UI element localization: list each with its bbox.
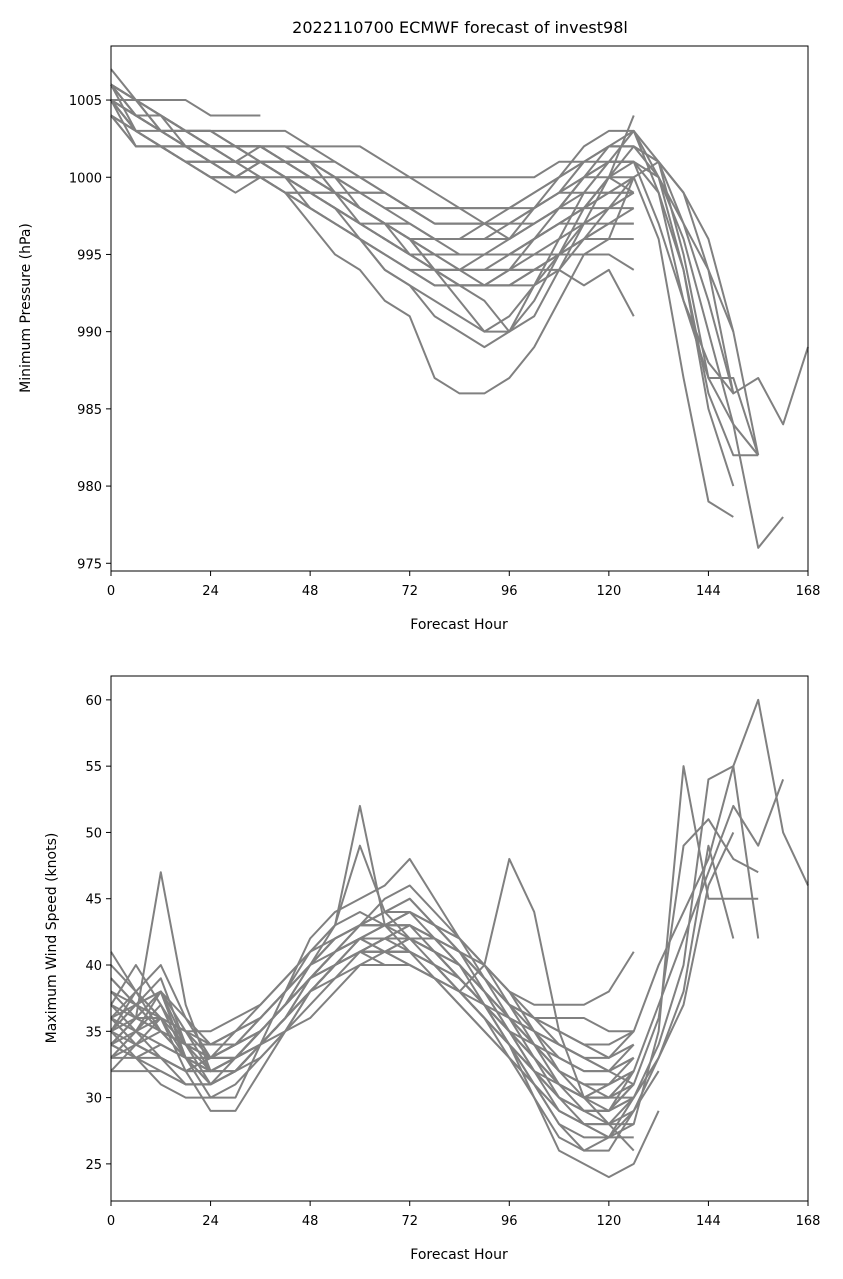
wind-y-ticks: 25 30 35 40 45 50 55 60	[85, 694, 111, 1173]
pressure-y-ticks: 975 980 985 990 995 1000 1005	[69, 94, 111, 572]
wind-panel: 0 24 48 72 96 120 144 168 25 30 35 40 45 50 55 60 Fore…	[44, 675, 821, 1263]
wind-y-axis-label: Maximum Wind Speed (knots)	[44, 833, 60, 1044]
pressure-x-axis-label: Forecast Hour	[410, 617, 508, 633]
wind-y-tick-label: 60	[85, 694, 102, 709]
pressure-series-line	[110, 99, 634, 287]
pressure-y-tick-label: 980	[77, 480, 102, 495]
wind-axes-frame	[110, 675, 809, 1202]
pressure-series-line	[110, 114, 635, 271]
wind-y-tick-label: 30	[85, 1092, 102, 1107]
pressure-x-tick-label: 24	[202, 584, 219, 599]
wind-y-tick-label: 55	[85, 760, 102, 775]
wind-y-tick-label: 45	[85, 893, 102, 908]
wind-x-tick-label: 168	[796, 1214, 821, 1229]
pressure-x-tick-label: 96	[501, 584, 518, 599]
wind-x-axis-label: Forecast Hour	[410, 1247, 508, 1263]
pressure-series-lines	[110, 68, 809, 549]
wind-x-tick-label: 144	[696, 1214, 721, 1229]
pressure-y-tick-label: 995	[77, 248, 102, 263]
wind-series-line	[110, 937, 635, 1073]
pressure-x-tick-label: 168	[796, 584, 821, 599]
wind-x-tick-label: 96	[501, 1214, 518, 1229]
pressure-y-tick-label: 975	[77, 557, 102, 572]
pressure-y-tick-label: 1005	[69, 94, 102, 109]
pressure-x-tick-label: 144	[696, 584, 721, 599]
pressure-x-tick-label: 48	[302, 584, 319, 599]
pressure-y-tick-label: 990	[77, 326, 102, 341]
wind-series-lines	[110, 698, 809, 1179]
chart-title: 2022110700 ECMWF forecast of invest98l	[292, 18, 628, 37]
pressure-y-tick-label: 1000	[69, 171, 102, 186]
wind-x-tick-label: 24	[202, 1214, 219, 1229]
pressure-series-line	[110, 83, 735, 333]
pressure-series-line	[110, 99, 735, 394]
wind-x-tick-label: 120	[596, 1214, 621, 1229]
pressure-x-tick-label: 0	[107, 584, 115, 599]
pressure-x-tick-label: 72	[401, 584, 418, 599]
wind-x-tick-label: 48	[302, 1214, 319, 1229]
wind-y-tick-label: 50	[85, 826, 102, 841]
wind-x-tick-label: 72	[401, 1214, 418, 1229]
pressure-panel: 0 24 48 72 96 120 144 168 975 980 985 990 995 1000 10…	[18, 45, 821, 633]
pressure-y-tick-label: 985	[77, 403, 102, 418]
wind-y-tick-label: 40	[85, 959, 102, 974]
pressure-x-tick-label: 120	[596, 584, 621, 599]
pressure-y-axis-label: Minimum Pressure (hPa)	[18, 223, 34, 393]
wind-series-line	[110, 950, 635, 1086]
wind-series-line	[110, 937, 635, 1099]
wind-y-tick-label: 35	[85, 1025, 102, 1040]
wind-series-line	[110, 910, 635, 1073]
pressure-axes-frame	[110, 45, 809, 572]
wind-y-tick-label: 25	[85, 1158, 102, 1173]
wind-x-ticks: 0 24 48 72 96 120 144 168	[107, 1201, 821, 1229]
pressure-x-ticks: 0 24 48 72 96 120 144 168	[107, 571, 821, 599]
wind-x-tick-label: 0	[107, 1214, 115, 1229]
